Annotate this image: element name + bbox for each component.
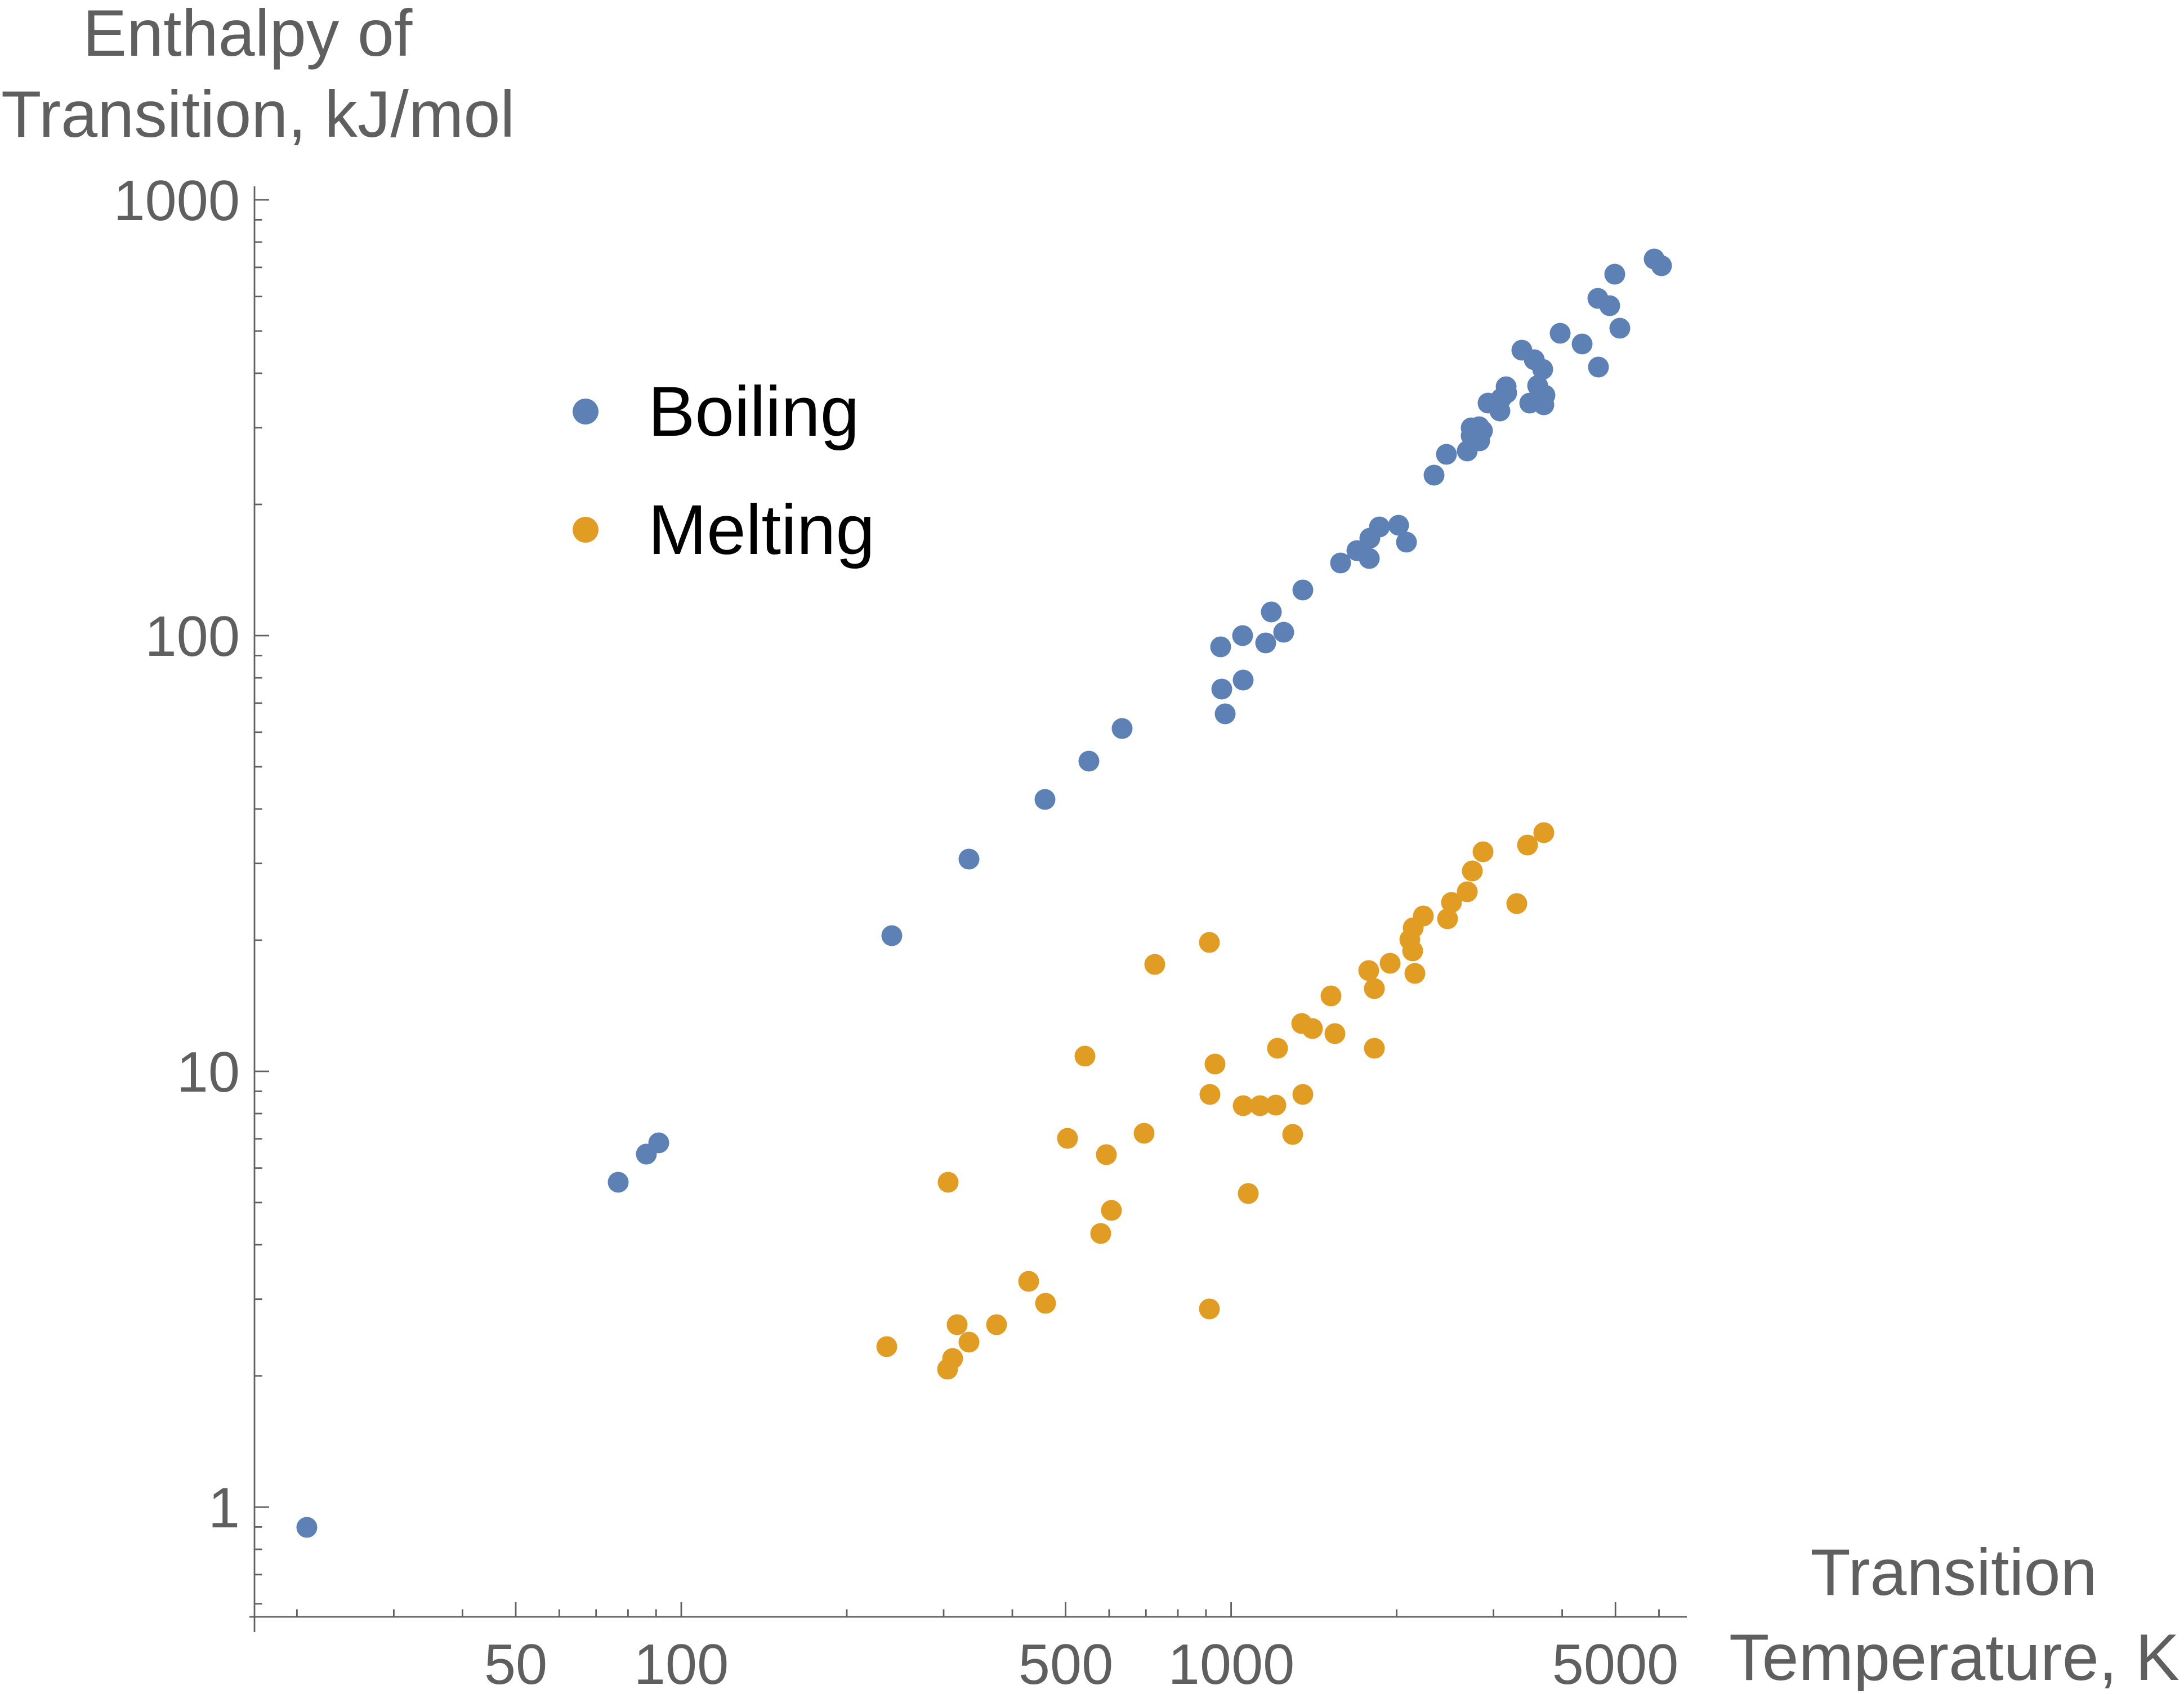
- svg-text:Melting: Melting: [648, 491, 875, 569]
- svg-text:1000: 1000: [1168, 1633, 1295, 1691]
- svg-text:500: 500: [1019, 1633, 1114, 1691]
- svg-text:100: 100: [634, 1633, 729, 1691]
- svg-text:Boiling: Boiling: [648, 373, 859, 451]
- svg-text:Temperature, K: Temperature, K: [1729, 1620, 2179, 1691]
- svg-text:10: 10: [177, 1041, 240, 1104]
- svg-text:100: 100: [145, 605, 240, 668]
- svg-text:Transition: Transition: [1810, 1535, 2097, 1609]
- svg-text:Transition, kJ/mol: Transition, kJ/mol: [1, 77, 515, 151]
- svg-text:1000: 1000: [113, 169, 240, 233]
- svg-text:5000: 5000: [1552, 1633, 1679, 1691]
- svg-text:50: 50: [484, 1633, 547, 1691]
- svg-text:1: 1: [208, 1477, 240, 1540]
- svg-text:Enthalpy of: Enthalpy of: [83, 0, 413, 70]
